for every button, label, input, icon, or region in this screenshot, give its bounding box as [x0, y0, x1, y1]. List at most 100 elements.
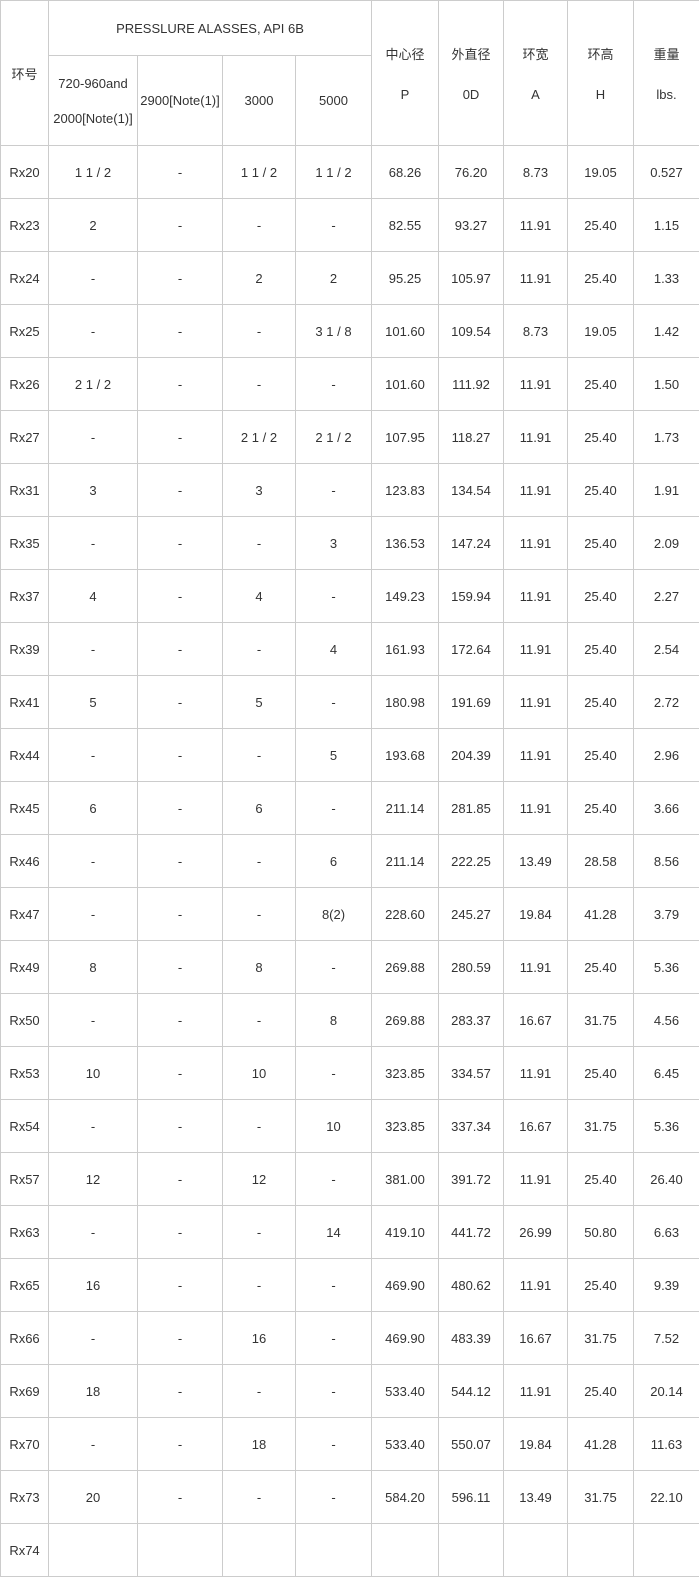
value-cell: - [222, 1099, 296, 1153]
table-row: Rx63- - -14 419.10 441.72 26.99 50.80 6.63 [0, 1205, 699, 1259]
header-ring-height: 环高 H [567, 0, 634, 146]
value-cell: 13.49 [503, 834, 568, 888]
table-row: Rx26 2 1 / 2- - -101.60 111.92 11.91 25.40 1.50 [0, 357, 699, 411]
value-cell: 11.91 [503, 781, 568, 835]
value-cell: - [48, 887, 138, 941]
value-cell: 25.40 [567, 781, 634, 835]
value-cell: - [295, 463, 372, 517]
value-cell: - [137, 1205, 223, 1259]
value-cell: 2.09 [633, 516, 699, 570]
value-cell: 211.14 [371, 781, 439, 835]
ring-number-cell: Rx54 [0, 1099, 49, 1153]
value-cell: 11.91 [503, 516, 568, 570]
ring-number-cell: Rx25 [0, 304, 49, 358]
value-cell: 191.69 [438, 675, 504, 729]
value-cell: 3.79 [633, 887, 699, 941]
value-cell: 95.25 [371, 251, 439, 305]
value-cell: 584.20 [371, 1470, 439, 1524]
value-cell: - [222, 622, 296, 676]
value-cell: - [295, 675, 372, 729]
header-outer-diameter: 外直径 0D [438, 0, 504, 146]
table-row: Rx50- - -8 269.88 283.37 16.67 31.75 4.56 [0, 993, 699, 1047]
header-weight-symbol: lbs. [656, 87, 677, 102]
ring-number-cell: Rx53 [0, 1046, 49, 1100]
value-cell: - [137, 1364, 223, 1418]
value-cell: 5.36 [633, 940, 699, 994]
value-cell: 50.80 [567, 1205, 634, 1259]
value-cell: - [222, 1364, 296, 1418]
value-cell: 20.14 [633, 1364, 699, 1418]
value-cell: - [137, 463, 223, 517]
value-cell: 16.67 [503, 993, 568, 1047]
value-cell: 441.72 [438, 1205, 504, 1259]
value-cell: - [137, 1258, 223, 1312]
value-cell: 1.73 [633, 410, 699, 464]
value-cell: 3 1 / 8 [295, 304, 372, 358]
header-ring-width-symbol: A [531, 87, 540, 102]
value-cell: 4 [295, 622, 372, 676]
value-cell: 1 1 / 2 [222, 145, 296, 199]
value-cell: - [137, 357, 223, 411]
value-cell: 4.56 [633, 993, 699, 1047]
value-cell: 31.75 [567, 1099, 634, 1153]
value-cell: 3 [222, 463, 296, 517]
value-cell: 10 [48, 1046, 138, 1100]
value-cell: - [137, 569, 223, 623]
value-cell: 101.60 [371, 304, 439, 358]
value-cell: - [137, 887, 223, 941]
value-cell: 11.91 [503, 251, 568, 305]
value-cell: 3 [48, 463, 138, 517]
value-cell: 19.84 [503, 887, 568, 941]
header-weight: 重量 lbs. [633, 0, 699, 146]
value-cell: 193.68 [371, 728, 439, 782]
header-weight-cn: 重量 [653, 47, 680, 62]
value-cell: 76.20 [438, 145, 504, 199]
ring-number-cell: Rx66 [0, 1311, 49, 1365]
value-cell: - [137, 198, 223, 252]
value-cell [633, 1523, 699, 1577]
value-cell: 12 [48, 1152, 138, 1206]
ring-number-cell: Rx27 [0, 410, 49, 464]
value-cell: 1.33 [633, 251, 699, 305]
value-cell: 8 [222, 940, 296, 994]
value-cell: 8 [295, 993, 372, 1047]
value-cell: - [48, 304, 138, 358]
ring-number-cell: Rx41 [0, 675, 49, 729]
value-cell [503, 1523, 568, 1577]
value-cell: 11.91 [503, 569, 568, 623]
value-cell: 269.88 [371, 940, 439, 994]
value-cell: 25.40 [567, 1046, 634, 1100]
value-cell: 334.57 [438, 1046, 504, 1100]
table-row: Rx57 12-12-381.00 391.72 11.91 25.40 26.40 [0, 1152, 699, 1206]
header-class-2900: 2900[Note(1)] [137, 55, 223, 146]
value-cell: 222.25 [438, 834, 504, 888]
value-cell: 19.05 [567, 145, 634, 199]
value-cell: 41.28 [567, 1417, 634, 1471]
value-cell: 93.27 [438, 198, 504, 252]
ring-number-cell: Rx35 [0, 516, 49, 570]
value-cell: 323.85 [371, 1046, 439, 1100]
value-cell: - [137, 622, 223, 676]
value-cell: 2 [48, 198, 138, 252]
value-cell: 180.98 [371, 675, 439, 729]
ring-number-cell: Rx70 [0, 1417, 49, 1471]
table-row: Rx73 20- - -584.20 596.11 13.49 31.75 22.10 [0, 1470, 699, 1524]
ring-number-cell: Rx65 [0, 1258, 49, 1312]
header-center-diameter: 中心径 P [371, 0, 439, 146]
value-cell: 2 [295, 251, 372, 305]
value-cell: 228.60 [371, 887, 439, 941]
table-row: Rx46- - -6 211.14 222.25 13.49 28.58 8.56 [0, 834, 699, 888]
value-cell: 16.67 [503, 1099, 568, 1153]
table-row: Rx23 2- - -82.55 93.27 11.91 25.40 1.15 [0, 198, 699, 252]
value-cell: - [295, 1470, 372, 1524]
value-cell: 12 [222, 1152, 296, 1206]
value-cell: 11.91 [503, 357, 568, 411]
value-cell: - [295, 940, 372, 994]
value-cell: 25.40 [567, 357, 634, 411]
header-class-5000: 5000 [295, 55, 372, 146]
value-cell: - [137, 993, 223, 1047]
ring-number-cell: Rx31 [0, 463, 49, 517]
value-cell: 107.95 [371, 410, 439, 464]
value-cell: 25.40 [567, 940, 634, 994]
